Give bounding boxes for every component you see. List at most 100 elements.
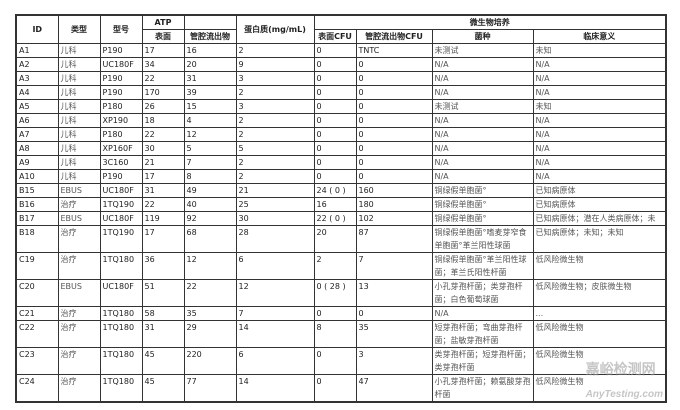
cell-protein: 2 <box>235 155 315 170</box>
cell-atp-lumen: 39 <box>183 85 237 100</box>
cell-atp-surface: 170 <box>141 85 185 100</box>
cell-model: P190 <box>99 43 143 58</box>
cell-cfu-surface: 22 ( 0 ) <box>313 211 357 226</box>
table-row: B17 EBUS UC180F 119 92 30 22 ( 0 ) 102 铜绿假单胞菌° 已知… <box>15 211 667 226</box>
cell-atp-surface: 45 <box>141 347 185 375</box>
cell-type: EBUS <box>57 279 101 307</box>
cell-type: 治疗 <box>57 306 101 321</box>
cell-id: C19 <box>15 252 59 280</box>
cell-id: A5 <box>15 99 59 114</box>
cell-cfu-lumen: 0 <box>355 99 433 114</box>
table-row: A9 儿科 3C160 21 7 2 0 0 N/A N/A <box>15 155 667 170</box>
cell-clinical: 低风险微生物；皮肤微生物 <box>532 279 667 307</box>
cell-clinical: N/A <box>532 127 667 142</box>
cell-id: A6 <box>15 113 59 128</box>
cell-type: 儿科 <box>57 99 101 114</box>
table-row: C22 治疗 1TQ180 31 29 14 8 35 短芽孢杆菌；弯曲芽孢杆菌；盐敏芽孢杆菌低… <box>15 320 667 348</box>
cell-model: XP160F <box>99 141 143 156</box>
cell-type: EBUS <box>57 183 101 198</box>
cell-protein: 7 <box>235 306 315 321</box>
cell-id: A8 <box>15 141 59 156</box>
cell-atp-lumen: 22 <box>183 279 237 307</box>
cell-type: 儿科 <box>57 169 101 184</box>
cell-atp-lumen: 20 <box>183 57 237 72</box>
cell-atp-lumen: 220 <box>183 347 237 375</box>
cell-protein: 2 <box>235 43 315 58</box>
cell-protein: 2 <box>235 127 315 142</box>
cell-type: 儿科 <box>57 155 101 170</box>
cell-species: N/A <box>431 127 534 142</box>
cell-cfu-lumen: 0 <box>355 306 433 321</box>
cell-atp-lumen: 4 <box>183 113 237 128</box>
cell-species: 短芽孢杆菌；弯曲芽孢杆菌；盐敏芽孢杆菌 <box>431 320 534 348</box>
cell-id: C21 <box>15 306 59 321</box>
cell-type: 治疗 <box>57 197 101 212</box>
cell-protein: 14 <box>235 374 315 403</box>
table-row: A7 儿科 P180 22 12 2 0 0 N/A N/A <box>15 127 667 142</box>
cell-cfu-surface: 0 <box>313 127 357 142</box>
cell-type: 治疗 <box>57 252 101 280</box>
cell-cfu-surface: 0 <box>313 85 357 100</box>
cell-cfu-surface: 0 <box>313 155 357 170</box>
cell-cfu-surface: 8 <box>313 320 357 348</box>
header-atp-lumen: 管腔流出物 <box>183 29 237 44</box>
cell-species: N/A <box>431 57 534 72</box>
cell-id: B16 <box>15 197 59 212</box>
cell-species: N/A <box>431 306 534 321</box>
cell-cfu-surface: 0 <box>313 141 357 156</box>
header-id: ID <box>15 14 59 44</box>
cell-model: UC180F <box>99 279 143 307</box>
cell-cfu-surface: 0 <box>313 169 357 184</box>
cell-protein: 2 <box>235 85 315 100</box>
cell-clinical: 低风险微生物 <box>532 320 667 348</box>
cell-cfu-lumen: 0 <box>355 71 433 86</box>
cell-type: 儿科 <box>57 127 101 142</box>
cell-protein: 9 <box>235 57 315 72</box>
cell-id: B15 <box>15 183 59 198</box>
cell-cfu-surface: 24 ( 0 ) <box>313 183 357 198</box>
cell-model: UC180F <box>99 57 143 72</box>
cell-cfu-lumen: 3 <box>355 347 433 375</box>
header-atp-surface: 表面 <box>141 29 185 44</box>
cell-id: B17 <box>15 211 59 226</box>
cell-atp-lumen: 35 <box>183 306 237 321</box>
cell-model: P180 <box>99 127 143 142</box>
cell-protein: 6 <box>235 252 315 280</box>
cell-cfu-surface: 0 <box>313 99 357 114</box>
cell-species: N/A <box>431 85 534 100</box>
cell-type: 儿科 <box>57 113 101 128</box>
cell-model: 1TQ180 <box>99 320 143 348</box>
cell-type: 治疗 <box>57 374 101 403</box>
cell-id: A7 <box>15 127 59 142</box>
cell-cfu-lumen: 47 <box>355 374 433 403</box>
cell-protein: 3 <box>235 99 315 114</box>
cell-cfu-surface: 0 <box>313 71 357 86</box>
cell-id: C24 <box>15 374 59 403</box>
header-model: 型号 <box>99 14 143 44</box>
cell-cfu-surface: 0 <box>313 306 357 321</box>
cell-atp-surface: 18 <box>141 113 185 128</box>
cell-protein: 28 <box>235 225 315 253</box>
table-row: A8 儿科 XP160F 30 5 5 0 0 N/A N/A <box>15 141 667 156</box>
cell-model: 1TQ180 <box>99 374 143 403</box>
cell-cfu-surface: 0 <box>313 57 357 72</box>
cell-cfu-surface: 16 <box>313 197 357 212</box>
cell-species: 未测试 <box>431 99 534 114</box>
cell-cfu-lumen: 160 <box>355 183 433 198</box>
cell-atp-lumen: 68 <box>183 225 237 253</box>
cell-cfu-surface: 20 <box>313 225 357 253</box>
cell-clinical: 低风险微生物 <box>532 347 667 375</box>
cell-atp-surface: 119 <box>141 211 185 226</box>
table-row: A6 儿科 XP190 18 4 2 0 0 N/A N/A <box>15 113 667 128</box>
cell-atp-surface: 31 <box>141 320 185 348</box>
cell-model: 1TQ180 <box>99 306 143 321</box>
cell-species: 铜绿假单胞菌° <box>431 211 534 226</box>
cell-cfu-surface: 0 <box>313 374 357 403</box>
cell-species: 铜绿假单胞菌° <box>431 197 534 212</box>
cell-species: N/A <box>431 141 534 156</box>
header-micro: 微生物培养 <box>313 14 667 30</box>
cell-atp-surface: 30 <box>141 141 185 156</box>
cell-atp-lumen: 15 <box>183 99 237 114</box>
cell-clinical: N/A <box>532 155 667 170</box>
cell-atp-surface: 26 <box>141 99 185 114</box>
